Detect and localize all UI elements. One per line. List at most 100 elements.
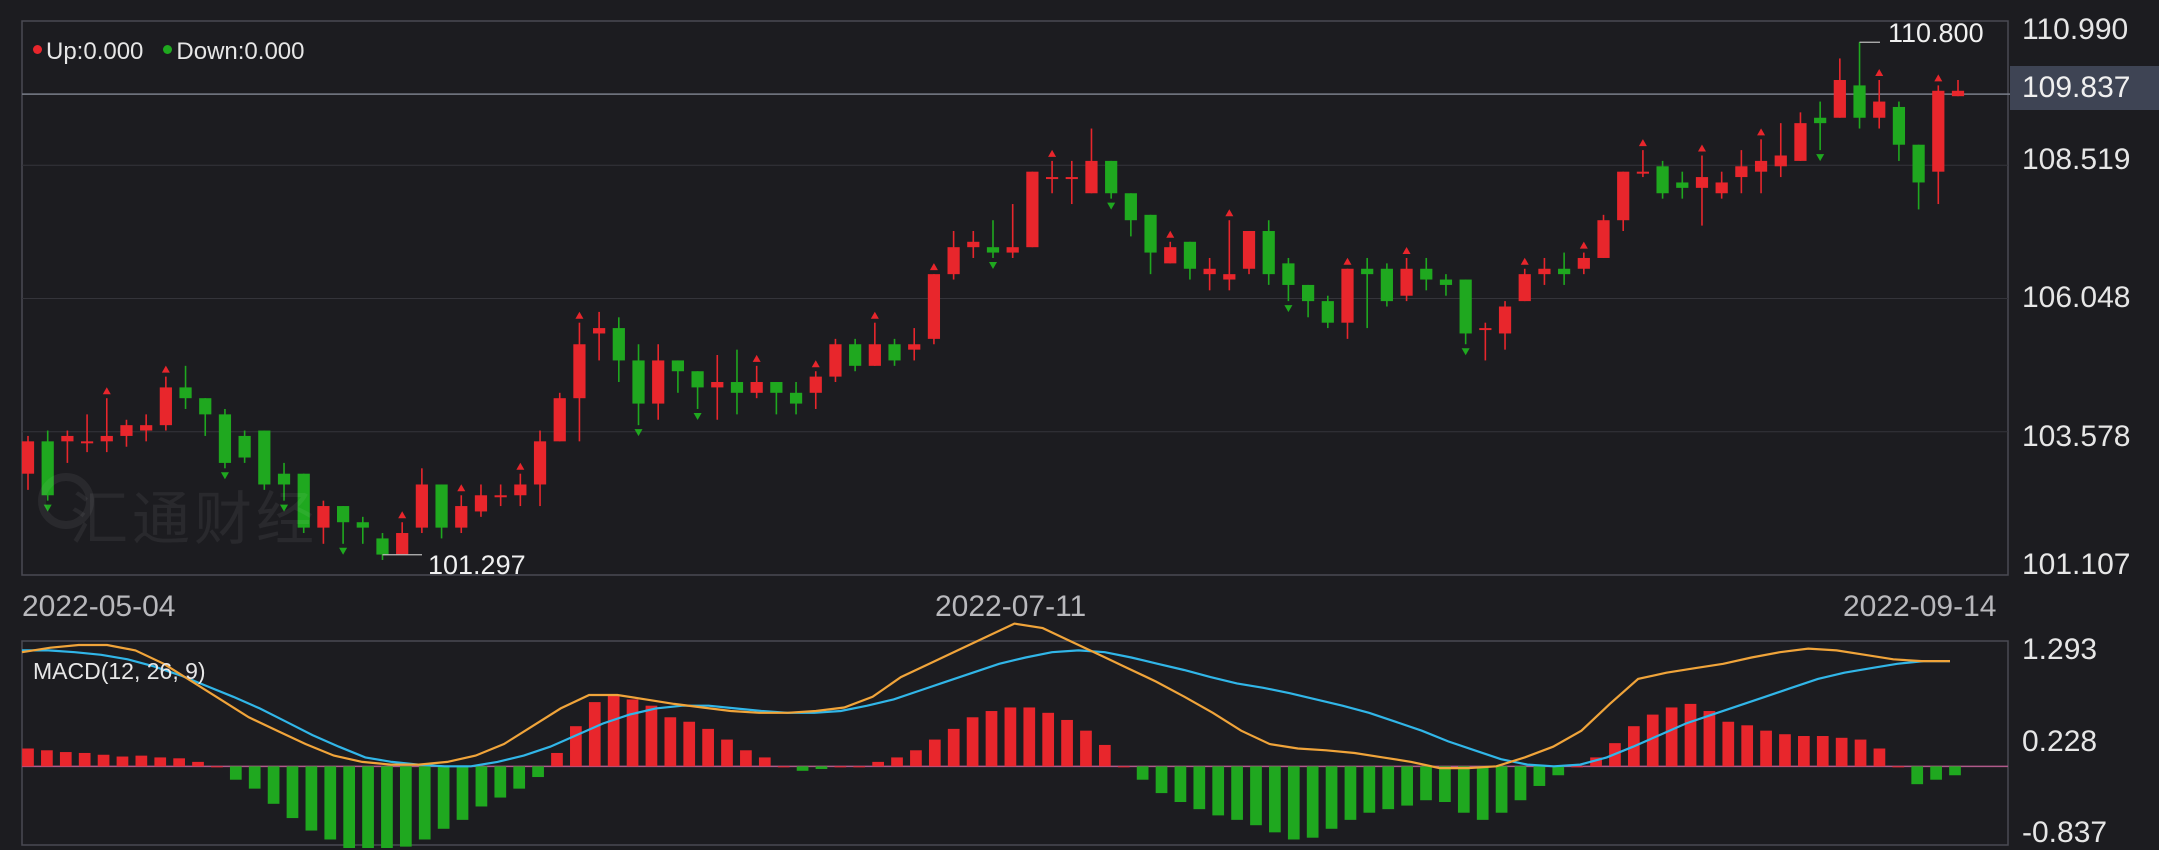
macd-histogram-bar bbox=[910, 750, 922, 767]
macd-histogram-bar bbox=[1930, 766, 1942, 780]
up-marker-icon bbox=[1697, 144, 1706, 152]
x-date-mid: 2022-07-11 bbox=[935, 590, 1087, 623]
up-marker-icon bbox=[1875, 68, 1884, 76]
macd-histogram-bar bbox=[1023, 707, 1036, 767]
macd-histogram-bar bbox=[41, 750, 53, 767]
macd-histogram-bar bbox=[135, 755, 148, 767]
macd-histogram-bar bbox=[1382, 766, 1395, 810]
macd-histogram-bar bbox=[1779, 734, 1791, 767]
macd-histogram-bar bbox=[229, 766, 242, 780]
up-marker-icon bbox=[102, 387, 111, 395]
macd-histogram-bar bbox=[796, 766, 809, 771]
macd-histogram-bar bbox=[1911, 766, 1924, 785]
up-marker-icon bbox=[1048, 149, 1057, 157]
candle-body bbox=[1361, 268, 1374, 275]
candle-body bbox=[1794, 123, 1807, 161]
macd-histogram-bar bbox=[1646, 714, 1659, 767]
candle-body bbox=[336, 506, 350, 523]
down-marker-icon bbox=[220, 472, 229, 480]
up-marker-icon bbox=[1166, 230, 1175, 238]
candle-body bbox=[435, 484, 448, 528]
candle-body bbox=[1676, 182, 1689, 188]
candle-body bbox=[1321, 301, 1334, 323]
up-marker-icon bbox=[398, 511, 407, 519]
up-dot-icon bbox=[33, 45, 42, 55]
macd-dif-line bbox=[22, 649, 1950, 768]
macd-histogram-bar bbox=[1231, 766, 1243, 820]
macd-histogram-bar bbox=[1061, 719, 1073, 767]
macd-histogram-bar bbox=[78, 752, 91, 767]
candle-body bbox=[612, 328, 625, 361]
candle-body bbox=[1715, 182, 1728, 194]
macd-histogram-bar bbox=[1703, 711, 1716, 767]
candle-body bbox=[258, 430, 271, 485]
macd-histogram-bar bbox=[645, 705, 658, 767]
candle-body bbox=[199, 398, 212, 415]
candle-body bbox=[1183, 241, 1197, 269]
macd-histogram-bar bbox=[1212, 766, 1225, 816]
candle-body bbox=[297, 473, 310, 528]
up-marker-icon bbox=[575, 311, 584, 319]
candle-body bbox=[789, 392, 803, 404]
candle-body bbox=[1380, 268, 1393, 302]
candle-body bbox=[1085, 160, 1098, 194]
macd-histogram-bar bbox=[1439, 766, 1451, 803]
macd-histogram-bar bbox=[872, 761, 885, 767]
down-marker-icon bbox=[280, 504, 289, 512]
candle-body bbox=[1636, 171, 1650, 174]
macd-histogram-bar bbox=[437, 766, 450, 829]
macd-histogram-bar bbox=[777, 766, 790, 768]
up-marker-icon bbox=[1520, 257, 1529, 265]
macd-histogram-bar bbox=[1552, 766, 1565, 776]
macd-histogram-bar bbox=[664, 717, 677, 767]
macd-tick-2: -0.837 bbox=[2022, 816, 2108, 849]
candle-body bbox=[1282, 263, 1295, 285]
macd-histogram-bar bbox=[1873, 748, 1886, 767]
macd-histogram-bar bbox=[418, 766, 431, 840]
macd-histogram-bar bbox=[1306, 766, 1319, 838]
macd-histogram-bar bbox=[116, 756, 129, 767]
candle-body bbox=[120, 425, 133, 436]
macd-histogram-bar bbox=[1401, 766, 1413, 806]
up-marker-icon bbox=[929, 263, 938, 271]
macd-histogram-bar bbox=[683, 721, 696, 767]
candle-body bbox=[652, 360, 665, 404]
candle-body bbox=[770, 382, 783, 393]
candle-body bbox=[691, 371, 704, 388]
candle-body bbox=[573, 344, 586, 399]
macd-histogram-bar bbox=[1514, 766, 1527, 801]
candle-body bbox=[1144, 214, 1157, 253]
macd-histogram-bar bbox=[97, 754, 110, 767]
macd-panel-frame bbox=[21, 640, 2009, 846]
candle-body bbox=[809, 376, 822, 393]
macd-histogram-bar bbox=[928, 739, 941, 767]
down-dot-icon bbox=[163, 45, 173, 55]
candle-body bbox=[1006, 247, 1019, 253]
price-tick-1: 108.519 bbox=[2022, 143, 2131, 176]
macd-histogram-bar bbox=[173, 758, 185, 767]
candle-body bbox=[317, 506, 330, 528]
candle-body bbox=[356, 522, 369, 528]
candle-body bbox=[533, 441, 547, 485]
macd-histogram-bar bbox=[211, 766, 223, 768]
macd-histogram-bar bbox=[399, 766, 412, 847]
macd-histogram-bar bbox=[1533, 766, 1546, 786]
candle-body bbox=[553, 398, 566, 442]
candle-body bbox=[80, 441, 94, 444]
candle-body bbox=[1558, 268, 1571, 275]
candle-body bbox=[1912, 144, 1925, 183]
macd-histogram-bar bbox=[721, 739, 733, 767]
macd-histogram-bar bbox=[362, 766, 374, 848]
candle-body bbox=[1774, 155, 1787, 167]
macd-histogram-bar bbox=[324, 766, 337, 840]
candle-body bbox=[1695, 177, 1709, 188]
macd-histogram-bar bbox=[1741, 725, 1754, 767]
macd-histogram-bar bbox=[740, 750, 752, 767]
up-marker-icon bbox=[870, 311, 879, 319]
candle-body bbox=[1853, 85, 1866, 118]
legend-down-label: Down:0.000 bbox=[176, 38, 305, 65]
macd-histogram-bar bbox=[1174, 766, 1187, 803]
current-price-badge: 109.837 bbox=[2010, 66, 2159, 110]
